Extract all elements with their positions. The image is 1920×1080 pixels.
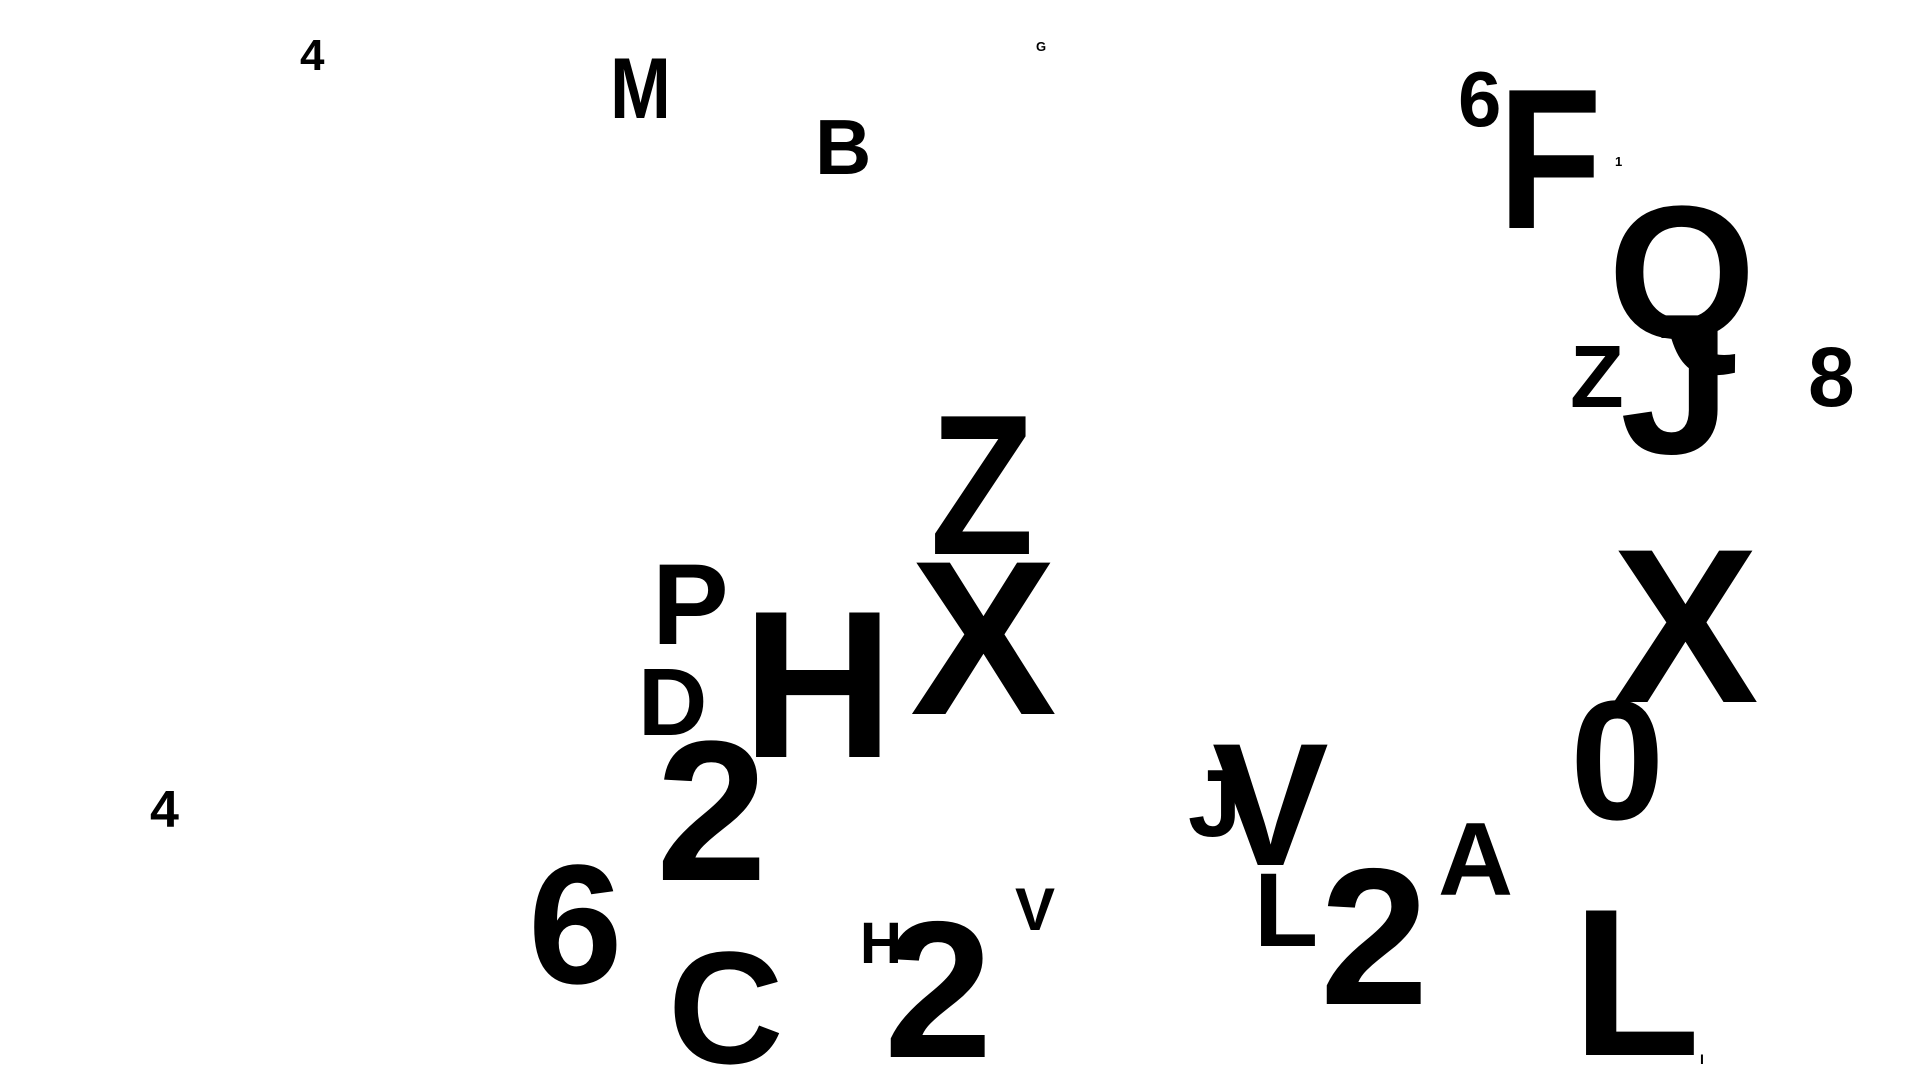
glyph-b: B (815, 103, 872, 191)
glyph-6-top: 6 (1458, 55, 1502, 143)
glyph-6-bottom: 6 (528, 830, 623, 1020)
glyph-l-right: L (1572, 865, 1701, 1080)
glyph-m: M (610, 41, 671, 137)
glyph-h-large: H (742, 567, 894, 802)
glyph-4-small-left: 4 (150, 781, 179, 839)
glyph-q: Q (1608, 167, 1756, 379)
glyph-1-tiny: 1 (1615, 154, 1623, 169)
glyph-p: P (652, 541, 729, 669)
glyph-z-large: Z (930, 374, 1034, 597)
glyph-4-small-top: 4 (300, 31, 325, 80)
glyph-2-bottom: 2 (884, 881, 993, 1080)
glyph-z-small: Z (1570, 327, 1624, 426)
glyph-2-right: 2 (1320, 828, 1429, 1046)
glyph-j-small: J (1188, 750, 1242, 857)
glyph-0: 0 (1570, 666, 1665, 856)
glyph-8: 8 (1808, 330, 1855, 424)
glyph-a: A (1438, 802, 1514, 918)
glyph-g-tiny: G (1036, 39, 1047, 54)
glyph-l-center: L (1254, 852, 1319, 969)
glyph-j-large: J (1620, 273, 1732, 496)
glyph-c: C (668, 918, 784, 1080)
glyph-i-tiny: I (1700, 1051, 1704, 1067)
glyph-v-large: V (1212, 708, 1329, 903)
glyph-h-small: H (860, 911, 902, 976)
glyph-x-center: X (910, 515, 1057, 761)
glyph-x-right: X (1612, 503, 1759, 749)
glyph-d: D (638, 649, 708, 756)
glyph-v-small: V (1015, 876, 1056, 943)
glyph-f: F (1498, 48, 1602, 271)
glyph-2-left: 2 (656, 700, 768, 923)
